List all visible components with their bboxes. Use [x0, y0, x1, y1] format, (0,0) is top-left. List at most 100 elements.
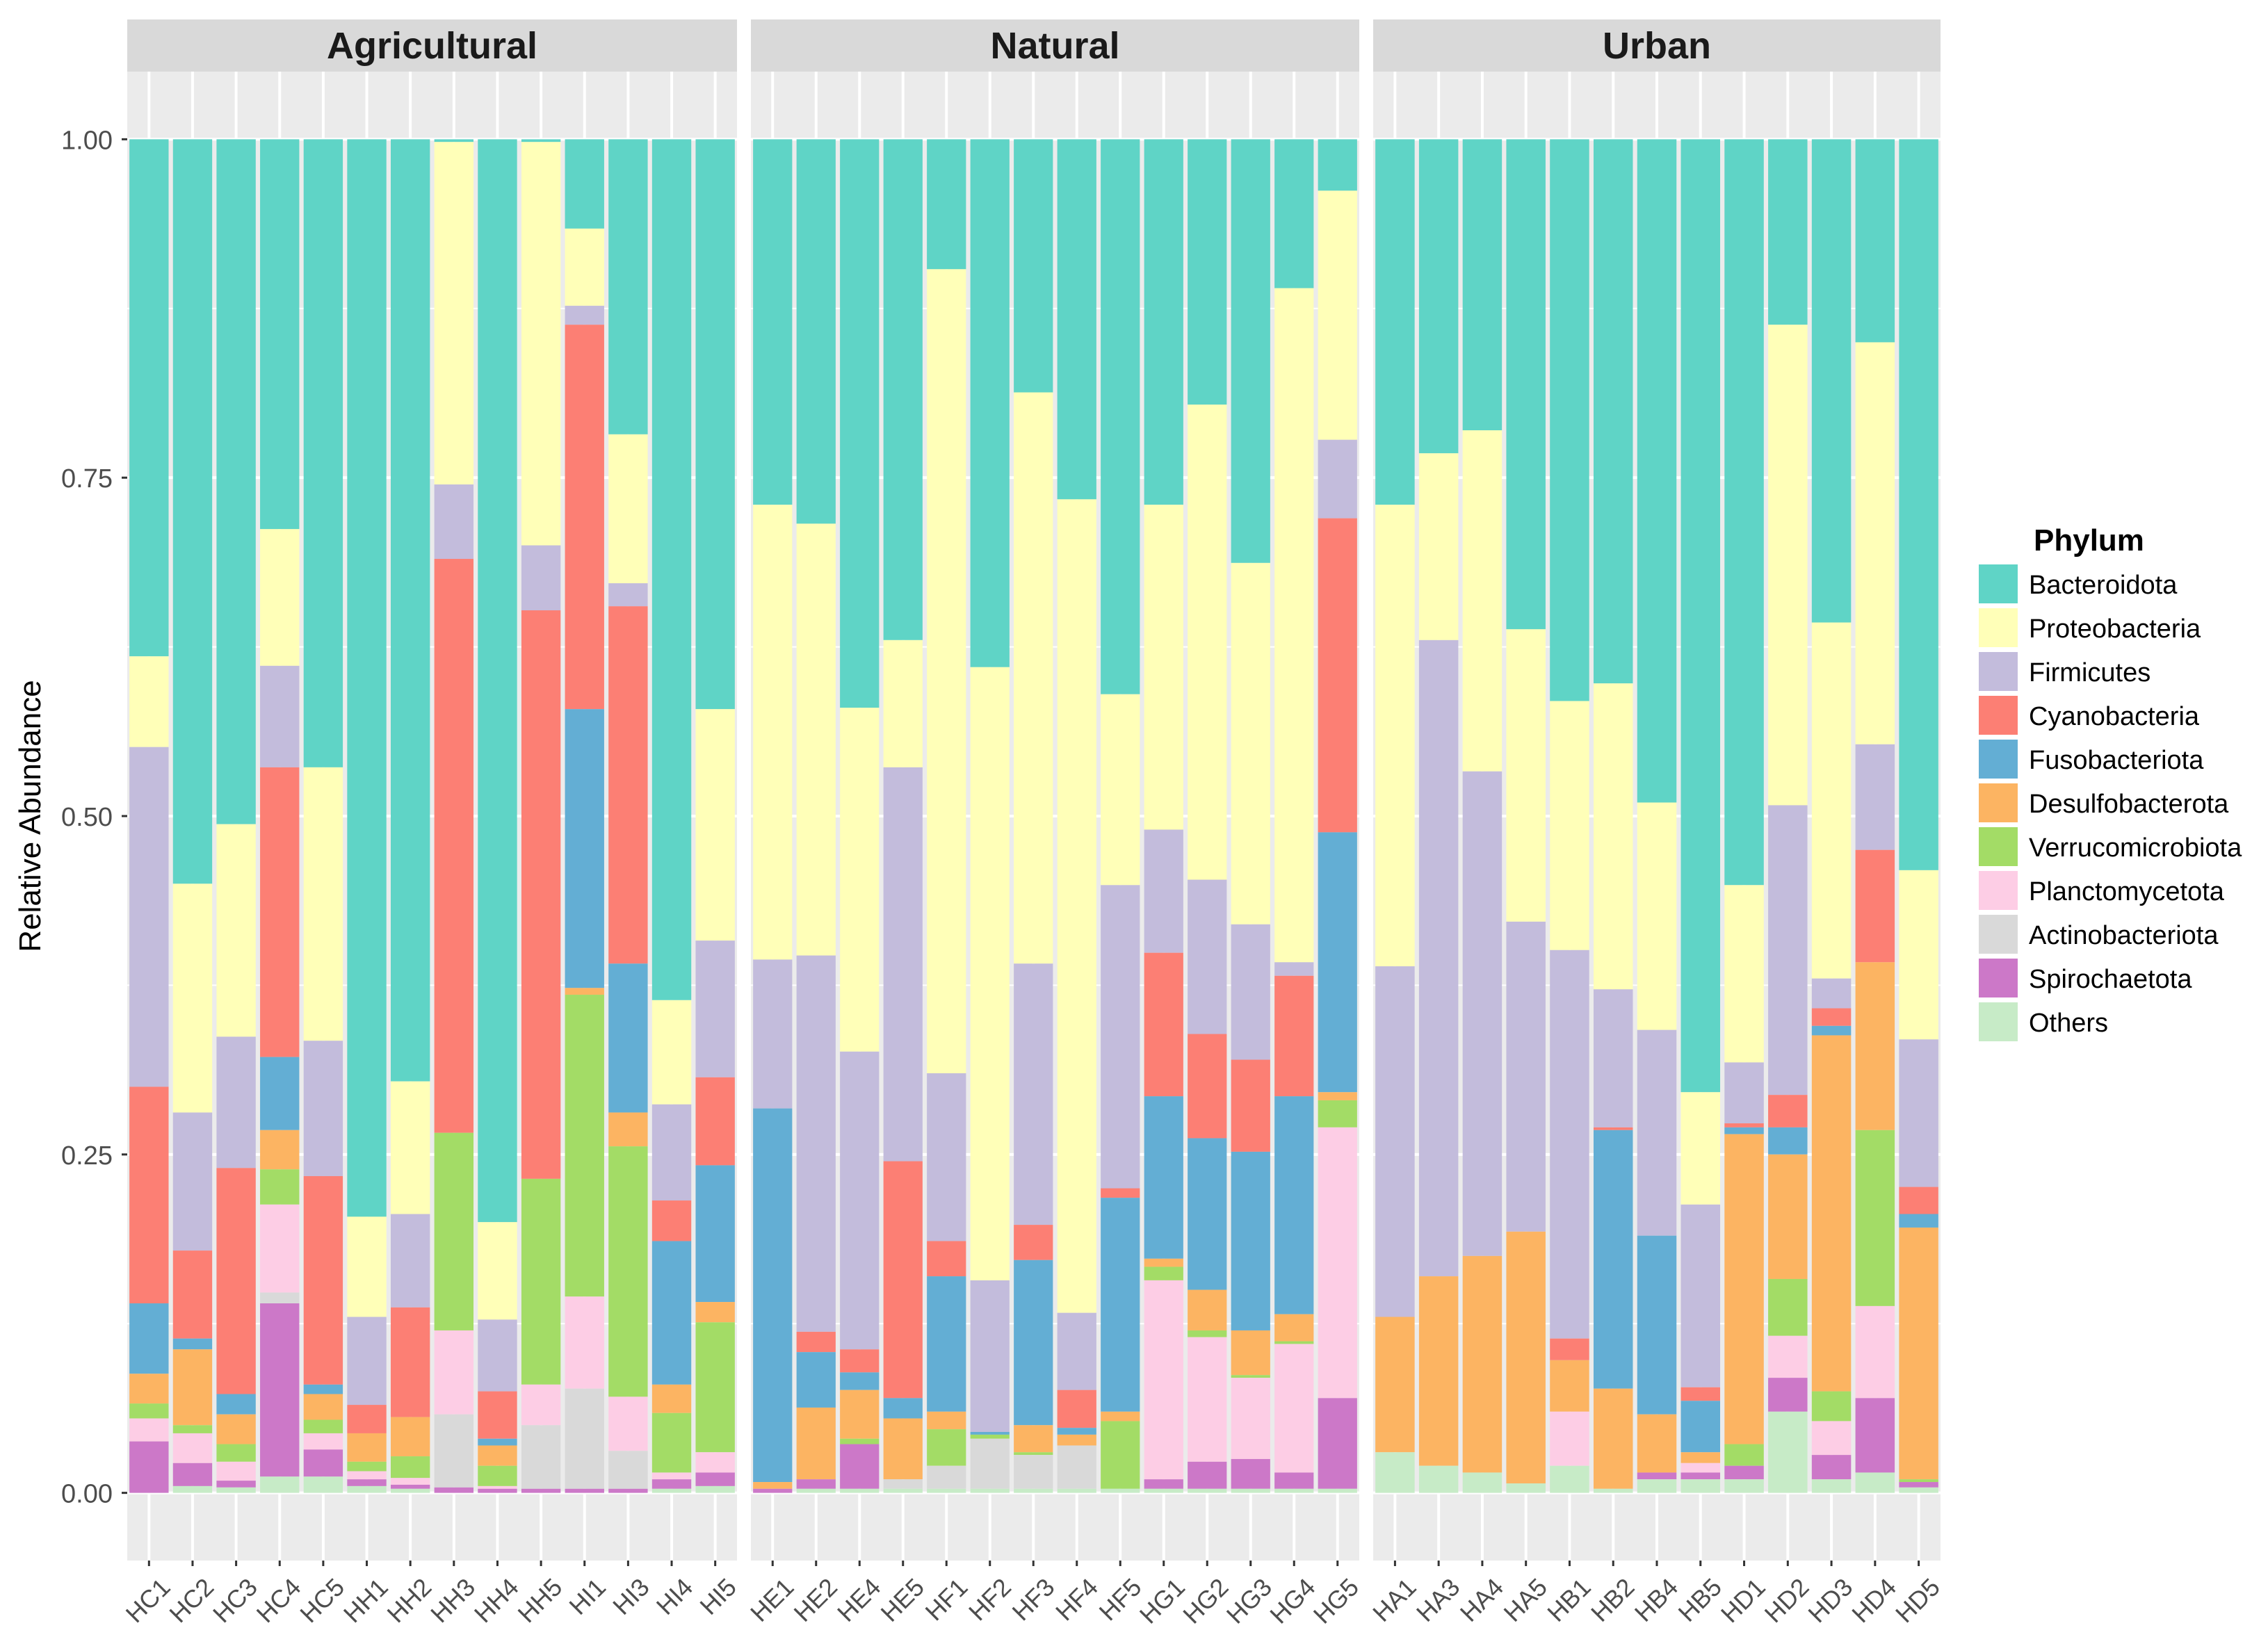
bar-hh2: [390, 139, 430, 1493]
bar-segment-bacteroidota: [216, 139, 256, 824]
bar-segment-fusobacteriota: [1637, 1235, 1677, 1415]
bar-segment-bacteroidota: [1899, 139, 1938, 870]
bar-segment-bacteroidota: [1680, 139, 1721, 1093]
bar-hb2: [1593, 139, 1633, 1493]
legend-item-actinobacteriota: Actinobacteriota: [1979, 915, 2219, 954]
bar-segment-desulfobacterota: [1101, 1411, 1140, 1422]
bar-segment-bacteroidota: [129, 139, 169, 657]
bar-segment-planctomycetota: [521, 1384, 561, 1426]
bar-segment-spirochaetota: [796, 1479, 836, 1489]
bar-segment-firmicutes: [347, 1317, 387, 1406]
bar-segment-fusobacteriota: [1274, 1096, 1314, 1314]
bar-segment-fusobacteriota: [478, 1438, 517, 1446]
bar-segment-proteobacteria: [129, 656, 169, 747]
bar-segment-fusobacteriota: [1593, 1130, 1633, 1389]
bar-he1: [753, 139, 793, 1493]
y-tick-label: 0.25: [61, 1141, 113, 1171]
bar-segment-desulfobacterota: [1768, 1154, 1808, 1279]
bar-segment-bacteroidota: [1318, 139, 1357, 191]
bar-segment-planctomycetota: [303, 1433, 343, 1450]
bar-segment-cyanobacteria: [695, 1077, 735, 1166]
legend-item-bacteroidota: Bacteroidota: [1979, 564, 2178, 603]
bar-segment-firmicutes: [1231, 924, 1270, 1060]
x-tick-label: HE2: [788, 1572, 843, 1627]
bar-segment-verrucomicrobiota: [695, 1322, 735, 1453]
y-axis-title: Relative Abundance: [13, 680, 47, 952]
bar-segment-bacteroidota: [1014, 139, 1053, 393]
bar-segment-cyanobacteria: [840, 1349, 880, 1373]
bar-segment-firmicutes: [796, 955, 836, 1332]
bar-segment-spirochaetota: [1899, 1482, 1938, 1488]
bar-hd5: [1899, 139, 1938, 1493]
bar-segment-planctomycetota: [1680, 1463, 1721, 1473]
bar-segment-bacteroidota: [1101, 139, 1140, 694]
bar-segment-desulfobacterota: [1680, 1452, 1721, 1463]
bar-segment-bacteroidota: [1637, 139, 1677, 803]
x-tick-label: HD5: [1890, 1572, 1945, 1628]
bar-segment-bacteroidota: [1375, 139, 1415, 505]
x-tick-label: HG1: [1134, 1572, 1190, 1629]
bar-segment-others: [172, 1485, 213, 1493]
bar-segment-others: [303, 1476, 343, 1493]
bar-segment-verrucomicrobiota: [260, 1169, 300, 1205]
bar-segment-others: [1680, 1479, 1721, 1493]
bar-hd3: [1811, 139, 1852, 1493]
bar-segment-cyanobacteria: [1144, 952, 1183, 1097]
bar-segment-fusobacteriota: [216, 1394, 256, 1415]
bar-segment-cyanobacteria: [1899, 1187, 1938, 1214]
bar-segment-desulfobacterota: [129, 1374, 169, 1404]
bar-segment-others: [1550, 1465, 1589, 1493]
legend-label: Firmicutes: [2029, 658, 2150, 687]
bar-segment-fusobacteriota: [303, 1384, 343, 1394]
bar-segment-firmicutes: [1188, 879, 1227, 1034]
bar-segment-spirochaetota: [565, 1488, 604, 1493]
bar-segment-firmicutes: [1144, 829, 1183, 953]
facet-strip: [1373, 19, 1941, 72]
x-tick-label: HF3: [1006, 1572, 1060, 1626]
bar-segment-spirochaetota: [1274, 1472, 1314, 1489]
bar-segment-firmicutes: [1274, 962, 1314, 976]
panel-natural: Natural HE1HE2HE4HE5HF1HF2HF3HF4HF5HG1HG2…: [745, 19, 1364, 1629]
bar-segment-proteobacteria: [172, 883, 213, 1113]
bar-segment-spirochaetota: [1231, 1458, 1270, 1489]
bar-segment-others: [1144, 1488, 1183, 1493]
bar-segment-proteobacteria: [1855, 342, 1895, 744]
bar-segment-desulfobacterota: [1637, 1414, 1677, 1473]
bar-segment-bacteroidota: [303, 139, 343, 767]
bar-segment-proteobacteria: [840, 708, 880, 1052]
bar-segment-cyanobacteria: [172, 1251, 213, 1339]
bar-segment-verrucomicrobiota: [521, 1178, 561, 1385]
bar-segment-spirochaetota: [129, 1441, 169, 1493]
bar-segment-proteobacteria: [1144, 505, 1183, 830]
bar-segment-desulfobacterota: [1550, 1360, 1589, 1412]
bar-segment-verrucomicrobiota: [347, 1461, 387, 1472]
x-tick-label: HH1: [338, 1572, 394, 1628]
bar-segment-proteobacteria: [796, 523, 836, 956]
bar-segment-others: [1188, 1488, 1227, 1493]
bar-segment-proteobacteria: [1462, 430, 1502, 772]
bar-segment-proteobacteria: [970, 667, 1010, 1280]
bar-segment-verrucomicrobiota: [478, 1465, 517, 1486]
x-tick-label: HB5: [1673, 1572, 1728, 1627]
legend-item-fusobacteriota: Fusobacteriota: [1979, 740, 2204, 779]
bar-segment-fusobacteriota: [1811, 1025, 1852, 1036]
bar-segment-bacteroidota: [1506, 139, 1546, 630]
bar-segment-verrucomicrobiota: [840, 1438, 880, 1444]
x-tick-label: HH3: [425, 1572, 480, 1628]
bar-segment-firmicutes: [1550, 950, 1589, 1339]
bar-hg5: [1318, 139, 1357, 1493]
bar-segment-desulfobacterota: [651, 1384, 692, 1413]
bar-segment-proteobacteria: [565, 228, 604, 306]
bar-segment-planctomycetota: [478, 1485, 517, 1489]
bar-segment-cyanobacteria: [1014, 1225, 1053, 1260]
legend-swatch: [1979, 696, 2018, 735]
bar-segment-desulfobacterota: [927, 1411, 966, 1430]
bar-segment-firmicutes: [608, 583, 648, 607]
legend-item-desulfobacterota: Desulfobacterota: [1979, 783, 2229, 822]
bar-segment-cyanobacteria: [1680, 1387, 1721, 1401]
bar-segment-bacteroidota: [347, 139, 387, 1217]
bar-hd4: [1855, 139, 1895, 1493]
bar-segment-spirochaetota: [1811, 1455, 1852, 1480]
bar-segment-bacteroidota: [172, 139, 213, 884]
bar-segment-verrucomicrobiota: [129, 1403, 169, 1419]
